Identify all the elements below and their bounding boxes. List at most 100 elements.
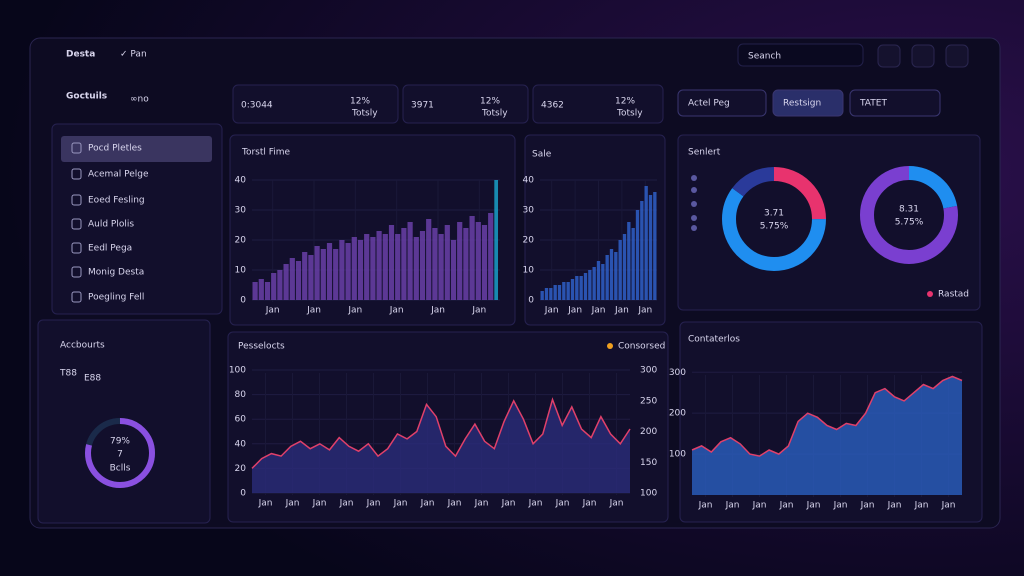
sidebar-panel <box>51 123 223 315</box>
y-tick-label: 250 <box>640 396 657 406</box>
nav-item: Poegling Fell <box>88 293 144 303</box>
bar <box>566 282 570 300</box>
y-tick-label: 80 <box>235 390 247 400</box>
nav-item: Eedl Pega <box>88 244 132 254</box>
line <box>691 375 963 457</box>
x-tick-label: Jan <box>833 501 848 511</box>
bar <box>289 258 295 300</box>
y-tick-label: 40 <box>523 176 535 186</box>
x-tick-label: Jan <box>582 499 597 509</box>
legend-dot <box>691 225 697 231</box>
search-box[interactable] <box>737 43 864 67</box>
bar <box>540 291 544 300</box>
panel-title: Senlert <box>688 148 721 158</box>
x-tick-label: Jan <box>474 499 489 509</box>
bar <box>570 279 575 300</box>
bar <box>631 228 635 300</box>
x-tick-label: Jan <box>312 499 327 509</box>
nav-item: Acemal Pelge <box>88 170 149 180</box>
button[interactable] <box>772 89 844 117</box>
bar <box>407 222 413 300</box>
y-tick-label: 0 <box>240 489 246 499</box>
kpi-card <box>232 84 399 124</box>
icon-button[interactable] <box>911 44 935 68</box>
bar <box>494 180 499 300</box>
kpi-badge: 12% <box>615 97 635 107</box>
x-tick-label: Jan <box>366 499 381 509</box>
button-label: Restsign <box>783 99 821 109</box>
x-tick-label: Jan <box>347 306 362 316</box>
x-tick-label: Jan <box>285 499 300 509</box>
x-tick-label: Jan <box>501 499 516 509</box>
x-tick-label: Jan <box>258 499 273 509</box>
y-tick-label: 10 <box>523 266 535 276</box>
button-label: TATET <box>859 99 887 109</box>
nav-icon <box>71 242 82 254</box>
bar <box>588 270 592 300</box>
bar <box>463 228 469 300</box>
x-tick-label: Jan <box>614 306 629 316</box>
bar <box>382 234 388 300</box>
kpi-sub: Totsly <box>481 109 508 119</box>
y-tick-label: 150 <box>640 458 657 468</box>
y-tick-label: 20 <box>235 464 247 474</box>
kpi-sub: Totsly <box>616 109 643 119</box>
nav-icon <box>71 142 82 154</box>
y-tick-label: 10 <box>235 266 247 276</box>
bar <box>438 234 444 300</box>
bar <box>627 222 631 300</box>
bar <box>648 195 653 300</box>
legend-label: Consorsed <box>618 342 665 352</box>
nav-item: Pocd Pletles <box>88 144 142 154</box>
button[interactable] <box>677 89 767 117</box>
bar <box>419 231 426 300</box>
x-tick-label: Jan <box>752 501 767 511</box>
legend-dot <box>691 175 697 181</box>
y-tick-label: 300 <box>640 366 657 376</box>
kpi-value: 4362 <box>541 101 564 111</box>
bar <box>432 228 438 300</box>
y-tick-label: 40 <box>235 439 247 449</box>
bar <box>345 243 351 300</box>
kpi-value: 0:3044 <box>241 101 273 111</box>
page-title: Goctuils <box>66 92 107 102</box>
kpi-value: 3971 <box>411 101 434 111</box>
x-tick-label: Jan <box>555 499 570 509</box>
x-tick-label: Jan <box>806 501 821 511</box>
x-tick-label: Jan <box>306 306 321 316</box>
bar <box>264 282 271 300</box>
gauge-caption: Bclls <box>110 464 131 474</box>
kpi-card <box>402 84 529 124</box>
bar <box>579 276 583 300</box>
y-tick-label: 100 <box>640 489 657 499</box>
gauge-center: 7 <box>117 450 123 460</box>
y-tick-label: 20 <box>235 236 247 246</box>
donut-sub: 5.75% <box>895 218 924 228</box>
bar <box>653 192 657 300</box>
y-tick-label: 100 <box>229 366 246 376</box>
bar <box>557 285 562 300</box>
bar <box>488 213 494 300</box>
nav-icon <box>71 291 82 303</box>
legend-dot <box>691 187 697 193</box>
gauge-arc <box>85 418 155 488</box>
x-tick-label: Jan <box>860 501 875 511</box>
bar <box>277 270 283 300</box>
bar <box>601 264 605 300</box>
account: E88 <box>84 374 101 384</box>
bar <box>364 234 370 300</box>
icon-button[interactable] <box>877 44 901 68</box>
nav-item: Auld Plolis <box>88 220 134 230</box>
icon-button[interactable] <box>945 44 969 68</box>
y-tick-label: 200 <box>640 427 657 437</box>
bar <box>609 249 614 300</box>
button[interactable] <box>849 89 941 117</box>
x-tick-label: Jan <box>430 306 445 316</box>
donut-segment <box>860 166 958 264</box>
nav-item: Monig Desta <box>88 268 144 278</box>
bar <box>457 222 463 300</box>
x-tick-label: Jan <box>393 499 408 509</box>
bar <box>388 225 395 300</box>
bar <box>618 240 622 300</box>
sidebar-active <box>61 136 212 162</box>
